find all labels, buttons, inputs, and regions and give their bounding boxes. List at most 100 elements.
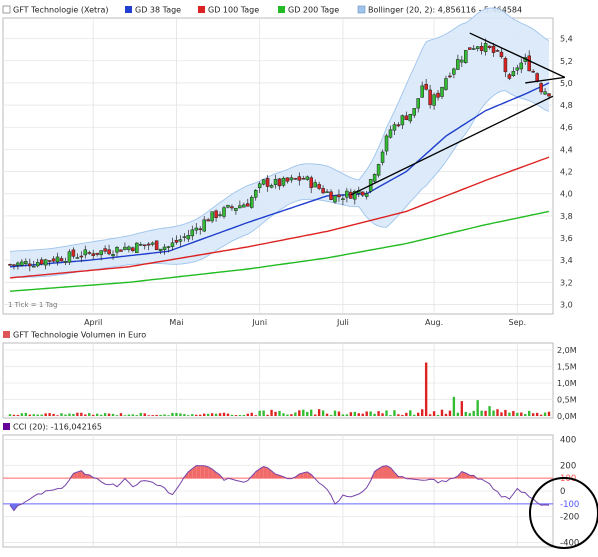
candle-body xyxy=(436,92,440,98)
volume-bar xyxy=(234,415,238,416)
candle-body xyxy=(507,74,512,79)
candle-body xyxy=(543,91,547,95)
legend-label-gd38: GD 38 Tage xyxy=(135,6,181,15)
volume-bar xyxy=(464,411,467,416)
volume-bar xyxy=(488,406,491,416)
volume-bar xyxy=(456,412,460,416)
price-y-tick-label: 3,4 xyxy=(560,256,573,265)
volume-bar xyxy=(472,410,475,416)
volume-bar xyxy=(345,414,349,416)
candle-body xyxy=(456,59,460,70)
volume-bar xyxy=(123,415,127,416)
volume-bar xyxy=(143,413,146,416)
price-legend: GFT Technologie (Xetra) GD 38 Tage GD 10… xyxy=(2,5,522,15)
candle-body xyxy=(123,246,127,250)
candle-body xyxy=(317,184,321,189)
volume-bar xyxy=(119,413,123,416)
volume-bar xyxy=(504,409,507,416)
volume-bar xyxy=(333,410,337,416)
candle-body xyxy=(269,185,274,188)
volume-bar xyxy=(226,413,230,416)
price-y-tick-label: 3,8 xyxy=(560,212,573,221)
candle-body xyxy=(198,228,202,230)
candle-body xyxy=(467,47,472,50)
candle-body xyxy=(170,242,175,247)
cci-overbought-fill xyxy=(378,466,383,479)
candle-body xyxy=(158,248,163,252)
candle-body xyxy=(515,67,520,71)
candle-body xyxy=(420,85,424,98)
legend-swatch-stock xyxy=(2,5,11,14)
candle-body xyxy=(238,205,242,209)
candle-body xyxy=(146,243,151,246)
volume-bar xyxy=(302,409,305,416)
candle-body xyxy=(246,203,250,207)
volume-bar xyxy=(409,410,412,416)
candle-body xyxy=(206,219,210,222)
candle-body xyxy=(12,264,16,266)
candle-body xyxy=(495,50,500,52)
volume-bar xyxy=(361,413,364,416)
volume-bar xyxy=(258,410,261,416)
candle-body xyxy=(230,206,234,209)
candle-body xyxy=(464,50,468,63)
cci-overbought-fill xyxy=(465,473,470,479)
volume-bar xyxy=(218,413,222,416)
candle-body xyxy=(174,239,179,243)
candle-body xyxy=(380,151,385,163)
candle-body xyxy=(503,57,508,73)
candle-body xyxy=(75,257,80,259)
volume-bar xyxy=(80,412,83,416)
month-label: April xyxy=(84,318,102,327)
candle-body xyxy=(364,193,369,197)
volume-bar xyxy=(325,413,329,416)
volume-bar xyxy=(298,410,301,416)
volume-bar xyxy=(531,413,535,416)
price-y-tick-label: 5,0 xyxy=(560,79,573,88)
candle-body xyxy=(305,176,310,180)
volume-bar xyxy=(539,414,543,416)
volume-bar xyxy=(484,410,487,416)
volume-bar xyxy=(195,414,198,416)
volume-bar xyxy=(270,409,273,416)
month-label: Juni xyxy=(251,318,267,327)
volume-bar xyxy=(373,413,376,416)
candle-body xyxy=(150,242,155,245)
candle-body xyxy=(242,204,246,208)
candle-body xyxy=(440,86,444,97)
volume-y-tick-label: 1,5M xyxy=(557,363,577,372)
volume-bar xyxy=(496,409,499,416)
legend-label-gd100: GD 100 Tage xyxy=(208,6,259,15)
cci-overbought-fill xyxy=(390,467,395,479)
volume-bar xyxy=(222,412,226,416)
candle-body xyxy=(396,124,401,127)
month-label: Sep. xyxy=(508,318,526,327)
volume-bar xyxy=(103,413,107,416)
volume-bar xyxy=(187,415,190,416)
volume-bar xyxy=(163,414,166,416)
volume-bar xyxy=(516,412,519,416)
volume-bar xyxy=(28,414,31,416)
cci-overbought-fill xyxy=(77,470,82,479)
volume-bar xyxy=(417,412,420,416)
candle-body xyxy=(353,191,357,200)
volume-bar xyxy=(107,413,111,416)
candle-body xyxy=(55,256,60,263)
volume-bar xyxy=(266,414,269,416)
volume-bar xyxy=(242,414,246,416)
candle-body xyxy=(79,255,84,258)
cci-overbought-fill xyxy=(85,474,90,479)
candle-body xyxy=(519,62,524,70)
volume-bar xyxy=(56,415,59,416)
candle-body xyxy=(154,240,159,250)
candle-body xyxy=(376,164,381,176)
candle-body xyxy=(190,229,195,237)
cci-series-line xyxy=(9,465,550,512)
candle-body xyxy=(47,260,52,262)
volume-bar xyxy=(151,415,154,416)
month-label: Aug. xyxy=(425,318,443,327)
volume-bar xyxy=(337,411,341,416)
legend-label-gd200: GD 200 Tage xyxy=(288,6,339,15)
